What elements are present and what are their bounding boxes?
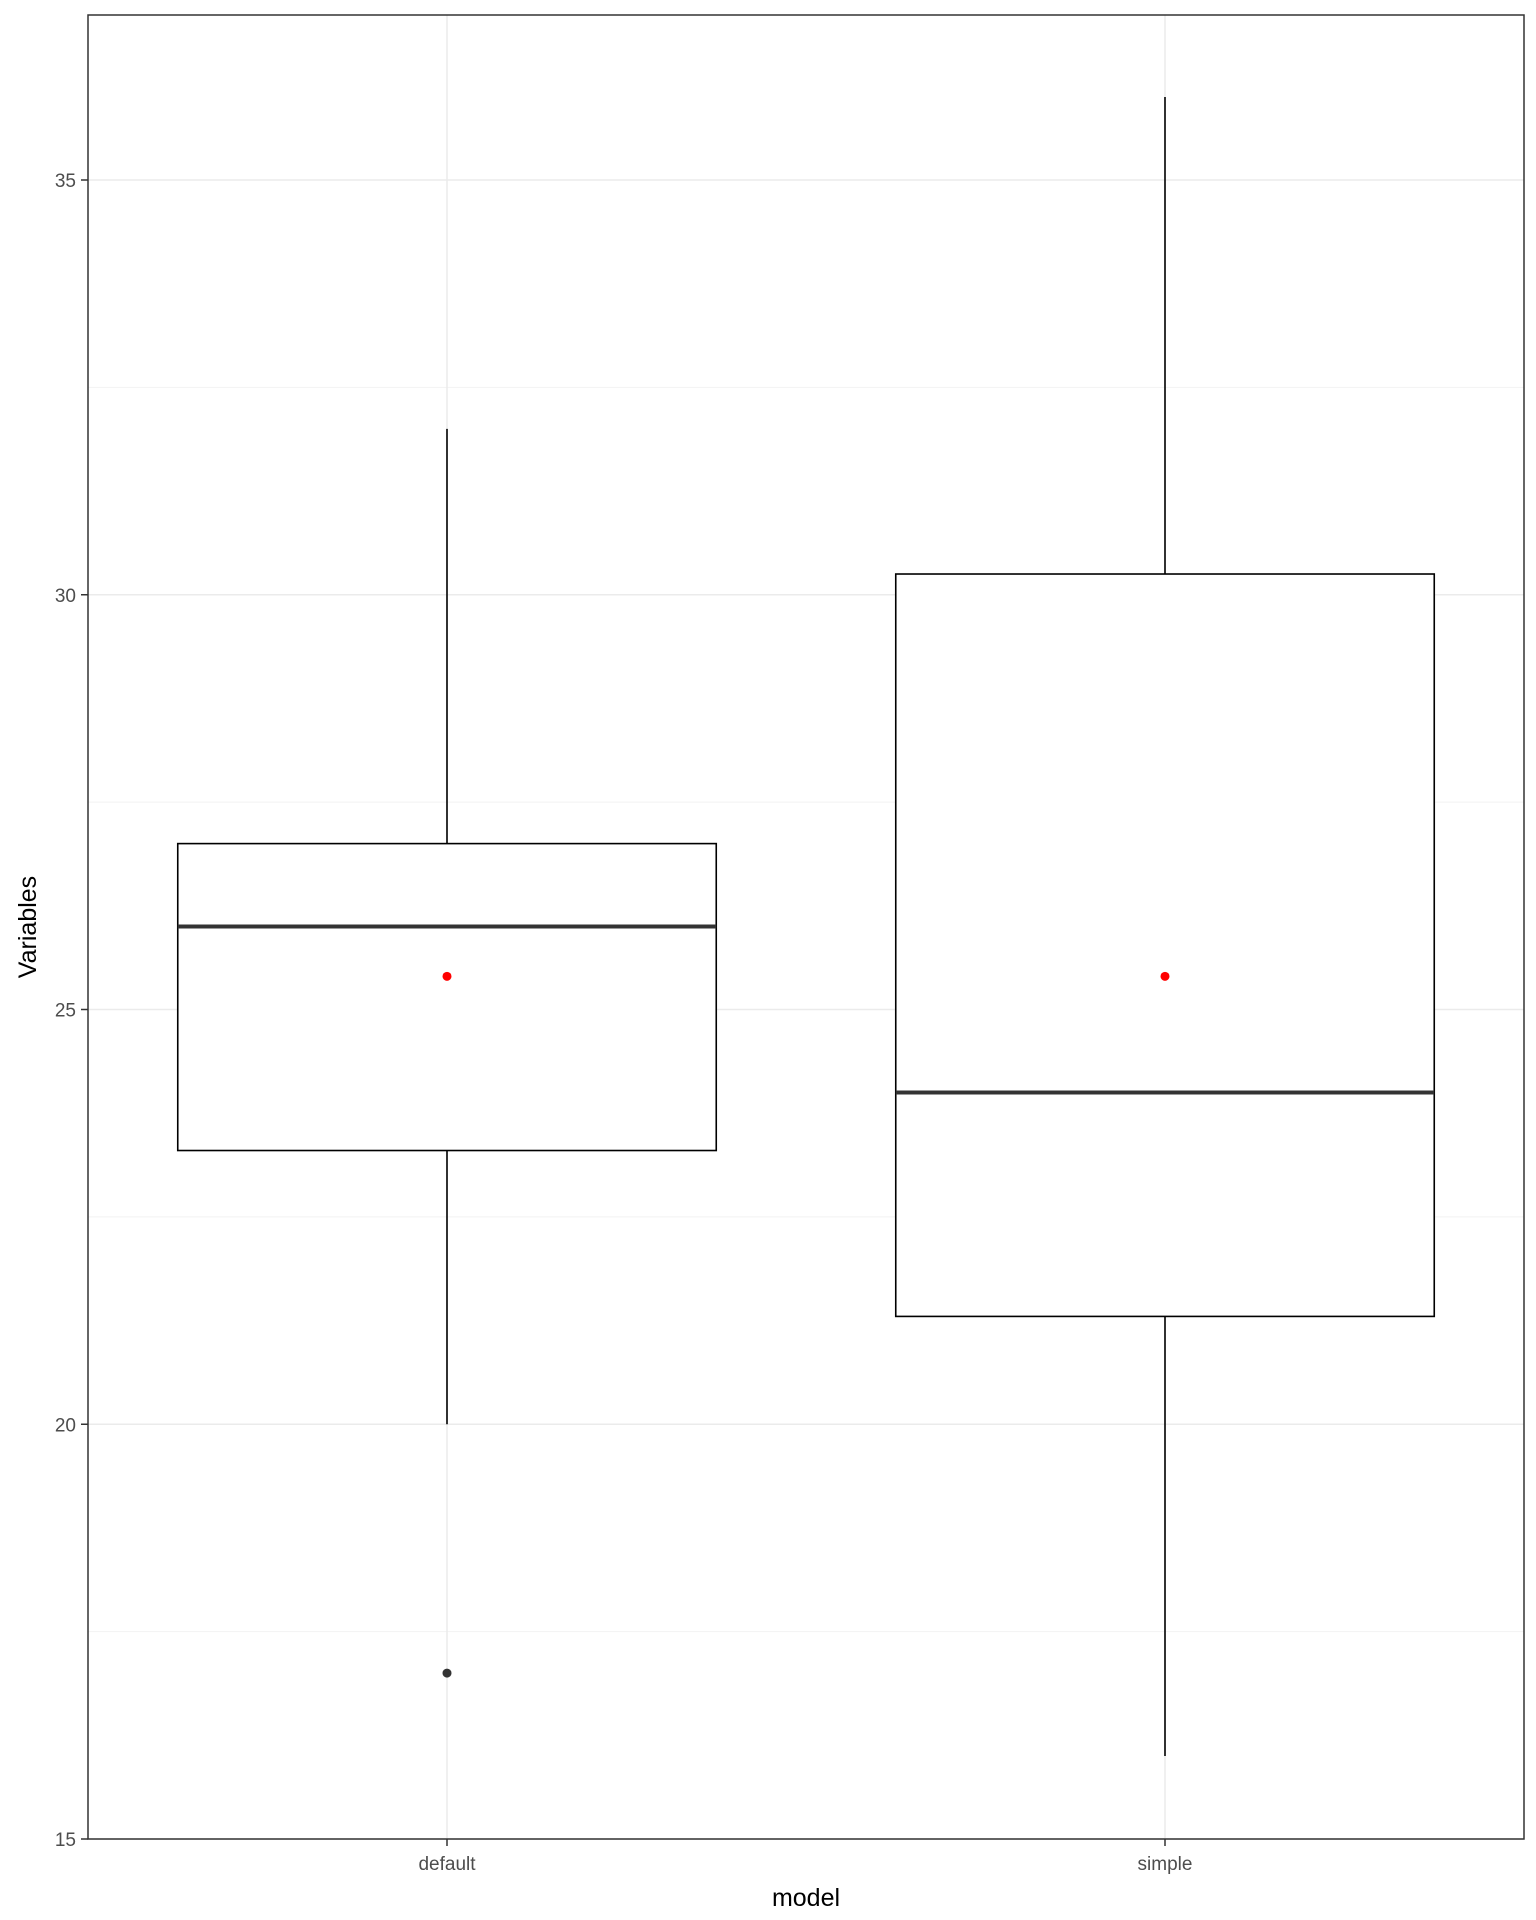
axes: 15 20 25 30 35 default simple: [55, 171, 1193, 1875]
panel-border: [87, 14, 1525, 1840]
mean-point: [442, 971, 452, 981]
y-tick-label: 30: [55, 586, 76, 607]
iqr-box: [894, 573, 1436, 1318]
mean-point: [1160, 971, 1170, 981]
iqr-box: [176, 842, 718, 1152]
y-tick-label: 15: [55, 1830, 76, 1851]
x-tick-label: simple: [1138, 1854, 1193, 1875]
y-axis-title: Variables: [14, 876, 42, 978]
x-axis-title: model: [772, 1884, 840, 1912]
box-default: [176, 428, 718, 1678]
box-simple: [894, 97, 1436, 1757]
x-tick-label: default: [418, 1854, 476, 1875]
y-tick-label: 25: [55, 1001, 76, 1022]
y-tick-label: 20: [55, 1415, 76, 1436]
y-tick-label: 35: [55, 171, 76, 192]
boxes: [176, 97, 1436, 1757]
outlier-point: [442, 1668, 452, 1678]
